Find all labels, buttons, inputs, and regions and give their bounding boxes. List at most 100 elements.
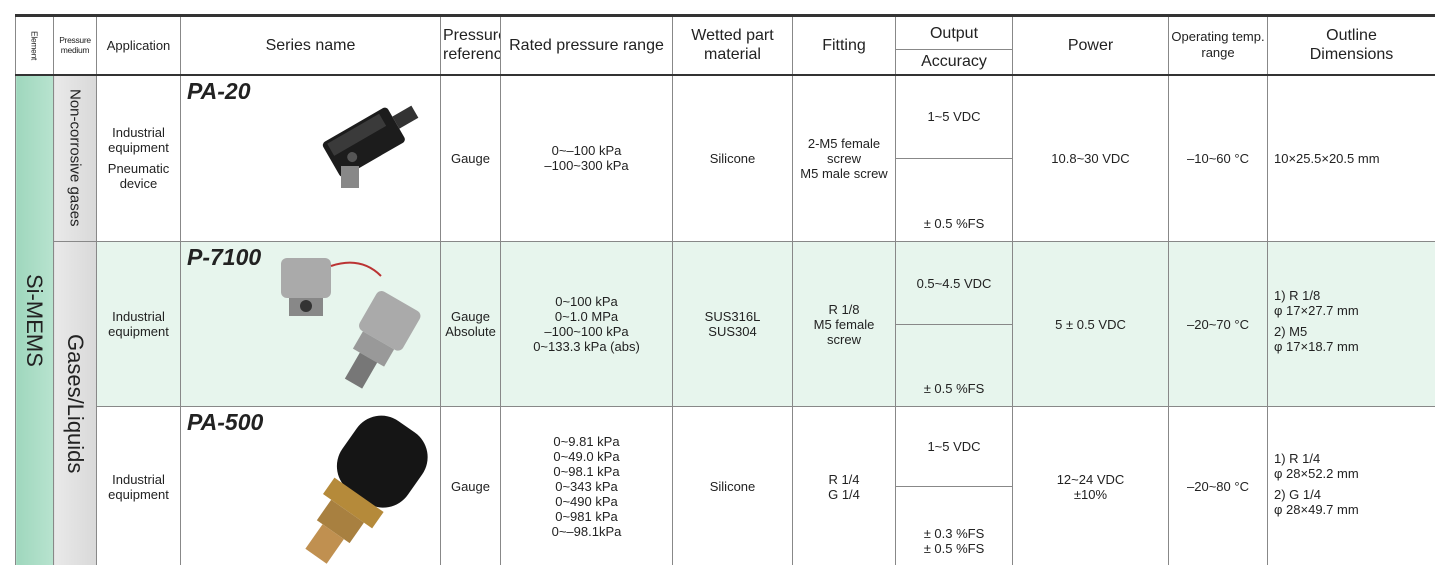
accuracy-cell: ± 0.5 %FS [895, 158, 1013, 242]
series-name: P-7100 [187, 244, 262, 270]
series-cell: PA-20 [180, 74, 441, 242]
header-text: Rated pressure range [509, 36, 664, 54]
fitting: G 1/4 [828, 486, 860, 502]
header-cell: Pressure medium [53, 14, 97, 76]
header-cell: Rated pressure range [500, 14, 673, 76]
header-cell: Element [15, 14, 54, 76]
table-row: Gases/Liquids Industrial equipment P-7100 G… [16, 241, 1435, 565]
power: 12~24 VDC [1056, 471, 1125, 487]
header-text: Fitting [822, 36, 866, 54]
header-text: Pressure reference [443, 27, 500, 64]
table-row: Si-MEMS Non-corrosive gases Industrial equ… [15, 74, 1435, 565]
series-name: PA-500 [187, 409, 264, 435]
rated-pressure-range: 0~9.81 kPa [553, 434, 620, 449]
fitting-cell: R 1/8 M5 female screw [792, 241, 896, 407]
operating-temp-range-cell: –10~60 °C [1168, 74, 1268, 242]
header-cell: Series name [180, 14, 441, 76]
application-cell: Industrial equipment [96, 241, 181, 407]
outline-dimensions-cell: 1) R 1/4 φ 28×52.2 mm 2) G 1/4 φ 28×49.7 mm [1267, 406, 1435, 565]
outline-dimensions: φ 17×18.7 mm [1274, 339, 1359, 354]
outline-dimensions-cell: 10×25.5×20.5 mm [1267, 74, 1435, 242]
wetted-part-material: Silicone [709, 479, 756, 494]
accuracy: ± 0.5 %FS [923, 541, 985, 556]
accuracy: ± 0.5 %FS [923, 216, 985, 231]
spec-table: Element Pressure medium Application Seri… [15, 14, 1435, 565]
application: Industrial equipment [108, 125, 169, 156]
header-text: Power [1067, 36, 1114, 54]
power-cell: 10.8~30 VDC [1012, 74, 1169, 242]
operating-temp-range-cell: –20~80 °C [1168, 406, 1268, 565]
header-text: Accuracy [921, 53, 987, 71]
pressure-reference-cell: Gauge [440, 74, 501, 242]
rated-pressure-range: 0~1.0 MPa [554, 309, 619, 324]
header-cell: Operating temp. range [1168, 14, 1268, 76]
medium-cell: Non-corrosive gases [53, 74, 97, 242]
series-cell: PA-500 [180, 406, 441, 565]
output: 1~5 VDC [927, 109, 981, 125]
header-text: Series name [265, 36, 356, 54]
outline-dimensions: 1) R 1/4 [1274, 450, 1321, 466]
rated-pressure-range: 0~490 kPa [555, 494, 618, 509]
header-text: Output [929, 24, 979, 42]
power: 5 ± 0.5 VDC [1055, 316, 1126, 332]
header-cell: Power [1012, 14, 1169, 76]
fitting: R 1/8 [828, 301, 860, 317]
header-text: Operating temp. range [1171, 29, 1265, 61]
outline-dimensions: 2) M5 [1274, 324, 1308, 339]
rated-pressure-range: 0~100 kPa [555, 294, 618, 309]
operating-temp-range: –10~60 °C [1187, 150, 1249, 166]
accuracy: ± 0.5 %FS [923, 381, 985, 396]
header-cell: Fitting [792, 14, 896, 76]
fitting-cell: 2-M5 female screw M5 male screw [792, 74, 896, 242]
product-image [322, 105, 419, 188]
header-cell: Accuracy [895, 49, 1013, 76]
fitting: M5 male screw [800, 165, 888, 181]
header-cell: Outline Dimensions [1267, 14, 1435, 76]
operating-temp-range-cell: –20~70 °C [1168, 241, 1268, 407]
output-cell: 0.5~4.5 VDC [895, 241, 1013, 325]
table-row: Industrial equipment PA-500 Gauge 0~9.81 kP… [16, 406, 1435, 565]
rated-pressure-range: 0~–100 kPa [551, 143, 622, 159]
rated-pressure-range-cell: 0~–100 kPa –100~300 kPa [500, 74, 673, 242]
application: Industrial equipment [108, 309, 169, 339]
header-text: Wetted part material [691, 27, 774, 64]
power-cell: 5 ± 0.5 VDC [1012, 241, 1169, 407]
operating-temp-range: –20~80 °C [1187, 479, 1249, 494]
table-row: ± 0.5 %FS [16, 324, 1435, 407]
pressure-reference: Gauge [450, 479, 491, 494]
rated-pressure-range: 0~98.1 kPa [553, 464, 620, 479]
power: ±10% [1073, 486, 1108, 502]
table-wrap: Element Pressure medium Application Seri… [15, 14, 1435, 565]
application: Industrial equipment [108, 471, 169, 502]
header-cell: Application [96, 14, 181, 76]
header-text: Application [106, 37, 171, 53]
pressure-reference-cell: Gauge [440, 406, 501, 565]
rated-pressure-range: 0~49.0 kPa [553, 449, 620, 464]
wetted-part-material: SUS316L [704, 309, 761, 324]
output-cell: 1~5 VDC [895, 406, 1013, 487]
rated-pressure-range: 0~–98.1kPa [551, 524, 622, 539]
power-cell: 12~24 VDC ±10% [1012, 406, 1169, 565]
wetted-part-material: SUS304 [708, 324, 757, 339]
fitting: M5 female screw [813, 316, 875, 347]
outline-dimensions: φ 28×49.7 mm [1274, 501, 1359, 517]
wetted-part-material-cell: SUS316L SUS304 [672, 241, 793, 407]
product-image [305, 415, 428, 564]
rated-pressure-range: 0~133.3 kPa (abs) [533, 339, 640, 354]
pressure-reference: Absolute [445, 324, 496, 339]
rated-pressure-range: –100~300 kPa [544, 158, 629, 174]
series-cell: P-7100 [180, 241, 441, 407]
output: 1~5 VDC [927, 439, 981, 454]
power: 10.8~30 VDC [1051, 150, 1130, 166]
pressure-reference: Gauge [450, 150, 491, 166]
table-row: ± 0.3 %FS ± 0.5 %FS [16, 486, 1435, 565]
series-name: PA-20 [187, 77, 251, 104]
accuracy: ± 0.3 %FS [923, 526, 985, 541]
operating-temp-range: –20~70 °C [1187, 316, 1249, 332]
outline-dimensions: φ 17×27.7 mm [1274, 303, 1359, 318]
rated-pressure-range-cell: 0~100 kPa 0~1.0 MPa –100~100 kPa 0~133.3 kP… [500, 241, 673, 407]
wetted-part-material: Silicone [709, 150, 756, 166]
medium-text: Gases/Liquids [63, 334, 88, 474]
fitting: 2-M5 female screw [807, 135, 881, 166]
